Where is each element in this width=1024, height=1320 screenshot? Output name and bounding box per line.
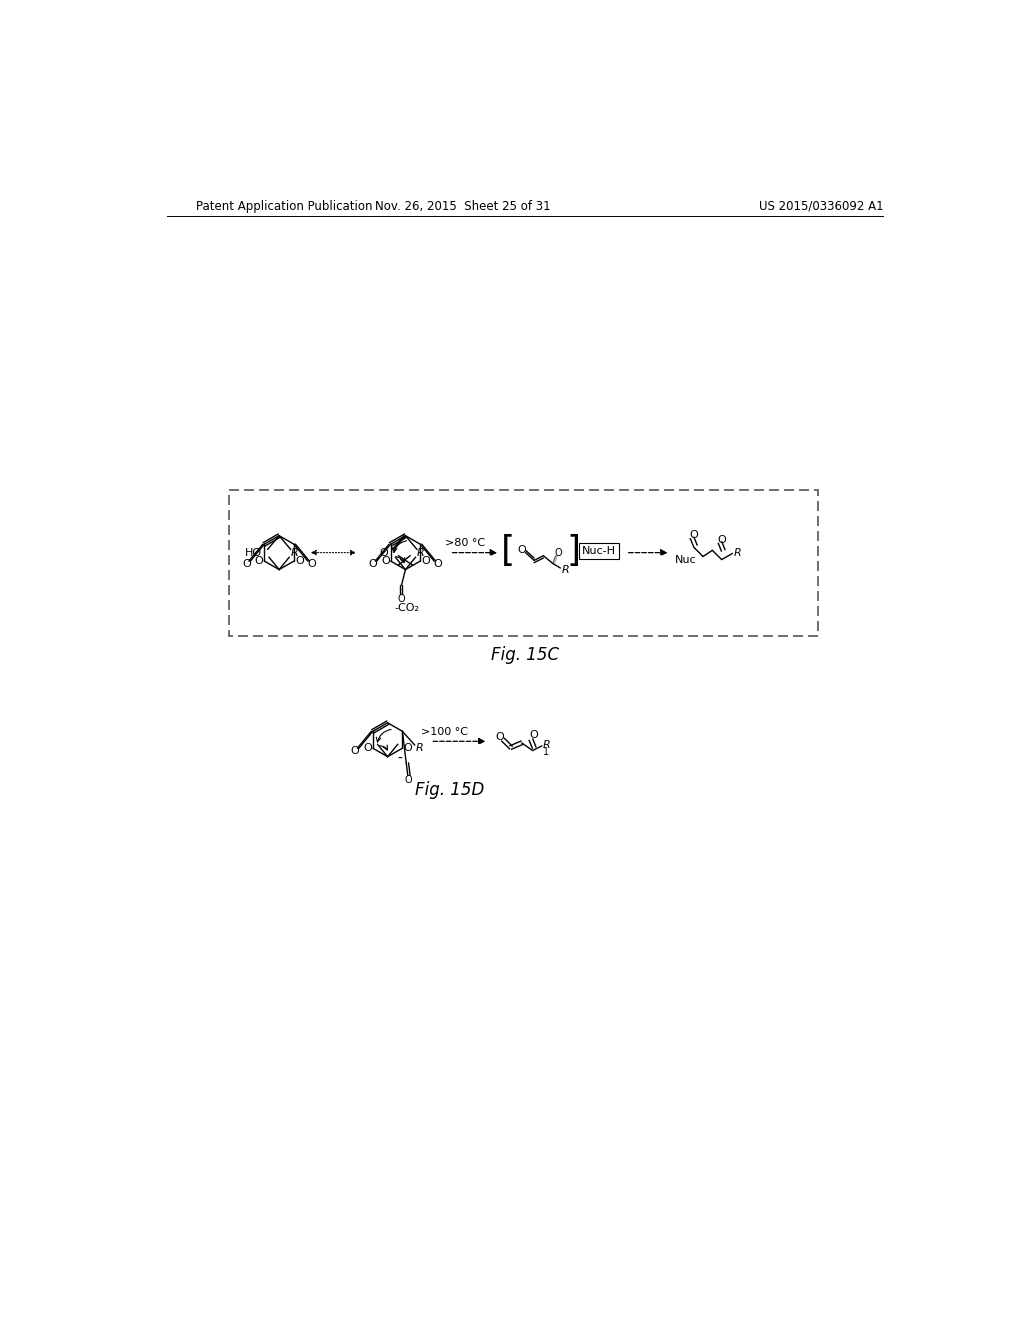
Text: O: O [403, 743, 413, 754]
Text: O: O [307, 560, 316, 569]
Text: Nuc-H: Nuc-H [583, 546, 616, 556]
Text: -CO₂: -CO₂ [394, 603, 420, 612]
Text: Fig. 15C: Fig. 15C [490, 645, 559, 664]
Text: O: O [717, 535, 726, 545]
Text: O: O [295, 556, 304, 566]
FancyArrowPatch shape [376, 730, 391, 742]
Text: -: - [397, 752, 402, 766]
Text: R: R [291, 548, 299, 557]
Text: US 2015/0336092 A1: US 2015/0336092 A1 [760, 199, 884, 213]
Text: O: O [255, 556, 263, 566]
Text: O: O [496, 733, 505, 742]
Text: O: O [242, 560, 251, 569]
Text: R: R [561, 565, 569, 574]
Text: O: O [381, 556, 390, 566]
Text: R: R [416, 743, 423, 754]
Text: 1: 1 [544, 747, 550, 758]
Text: O: O [404, 775, 413, 785]
Text: O: O [434, 560, 442, 569]
Text: O: O [554, 548, 562, 557]
Text: O: O [350, 746, 358, 756]
Text: O: O [689, 529, 698, 540]
FancyArrowPatch shape [380, 744, 387, 750]
FancyArrowPatch shape [392, 541, 407, 553]
Text: O: O [529, 730, 539, 741]
FancyArrowPatch shape [396, 557, 404, 562]
Text: O: O [380, 548, 388, 557]
Text: O: O [364, 743, 372, 754]
Text: Nuc: Nuc [675, 554, 696, 565]
Text: O: O [369, 560, 377, 569]
Text: R: R [417, 548, 425, 557]
Bar [579, 544, 620, 558]
Text: O: O [517, 545, 526, 554]
Text: R: R [734, 548, 741, 557]
Text: O: O [421, 556, 430, 566]
Text: Patent Application Publication: Patent Application Publication [197, 199, 373, 213]
Text: ]: ] [566, 535, 581, 568]
Text: >100 °C: >100 °C [421, 727, 468, 737]
Text: Fig. 15D: Fig. 15D [415, 781, 484, 799]
Text: HO: HO [245, 548, 262, 557]
Text: Nov. 26, 2015  Sheet 25 of 31: Nov. 26, 2015 Sheet 25 of 31 [375, 199, 551, 213]
Text: >80 °C: >80 °C [445, 539, 485, 548]
Text: [: [ [501, 535, 515, 568]
Bar [228, 490, 818, 636]
Text: R: R [543, 741, 550, 750]
Text: O: O [397, 594, 406, 603]
